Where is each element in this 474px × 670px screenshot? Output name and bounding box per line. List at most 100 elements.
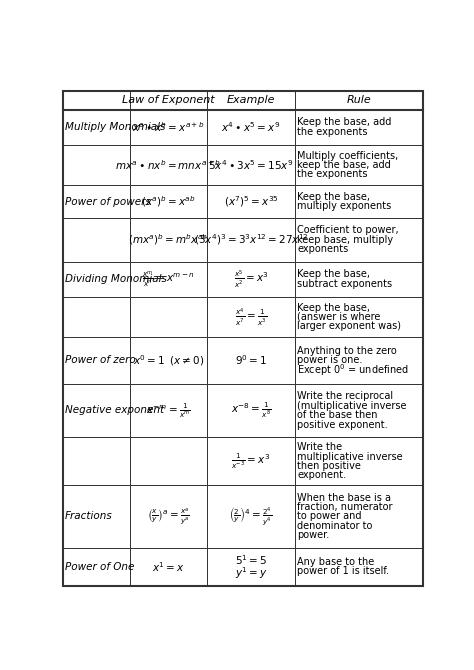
Text: $(mx^a)^b = m^bx^{ab}$: $(mx^a)^b = m^bx^{ab}$ [128,232,208,247]
Bar [63,145,129,186]
Bar [63,109,129,145]
Text: the exponents: the exponents [297,127,368,137]
Bar [207,438,295,485]
Text: $\left(\frac{2}{y}\right)^4 = \frac{2^4}{y^4}$: $\left(\frac{2}{y}\right)^4 = \frac{2^4}… [229,506,273,527]
Text: Law of Exponent: Law of Exponent [122,95,215,105]
Bar [129,109,207,145]
Text: power of 1 is itself.: power of 1 is itself. [297,566,389,576]
Bar [295,547,423,586]
Text: (answer is where: (answer is where [297,312,381,322]
Text: larger exponent was): larger exponent was) [297,322,401,332]
Bar [63,485,129,547]
Bar [295,438,423,485]
Text: Power of zero: Power of zero [65,356,136,365]
Bar [207,547,295,586]
Text: $\left(\frac{x}{y}\right)^a = \frac{x^a}{y^a}$: $\left(\frac{x}{y}\right)^a = \frac{x^a}… [147,507,190,527]
Bar [129,485,207,547]
Bar [129,384,207,438]
Bar [295,90,423,109]
Bar [295,186,423,218]
Text: Power of One: Power of One [65,561,134,572]
Bar [129,145,207,186]
Text: multiply exponents: multiply exponents [297,202,392,211]
Text: power.: power. [297,530,329,540]
Text: $\frac{x^5}{x^2} = x^3$: $\frac{x^5}{x^2} = x^3$ [234,269,269,289]
Bar [63,297,129,337]
Text: exponents: exponents [297,244,348,254]
Text: Dividing Monomials: Dividing Monomials [65,274,167,284]
Text: Power of powers: Power of powers [65,197,151,206]
Text: $\frac{x^4}{x^7} = \frac{1}{x^3}$: $\frac{x^4}{x^7} = \frac{1}{x^3}$ [235,306,267,328]
Bar [129,547,207,586]
Bar [63,261,129,297]
Text: of the base then: of the base then [297,410,378,420]
Text: (multiplicative inverse: (multiplicative inverse [297,401,407,411]
Text: to power and: to power and [297,511,362,521]
Text: fraction, numerator: fraction, numerator [297,502,393,512]
Text: $(x^7)^5 = x^{35}$: $(x^7)^5 = x^{35}$ [224,194,278,209]
Text: $5^1 = 5$: $5^1 = 5$ [235,553,267,567]
Text: Coefficient to power,: Coefficient to power, [297,225,399,235]
Bar [129,186,207,218]
Text: Rule: Rule [346,95,372,105]
Text: power is one.: power is one. [297,356,363,365]
Text: $\frac{1}{x^{-3}} = x^3$: $\frac{1}{x^{-3}} = x^3$ [231,452,271,471]
Text: $mx^a \bullet nx^b = mnx^{a+b}$: $mx^a \bullet nx^b = mnx^{a+b}$ [115,158,221,172]
Text: When the base is a: When the base is a [297,492,392,502]
Bar [207,485,295,547]
Text: then positive: then positive [297,461,361,471]
Text: Negative exponent: Negative exponent [65,405,164,415]
Text: $\frac{x^m}{x^n} = x^{m-n}$: $\frac{x^m}{x^n} = x^{m-n}$ [142,269,195,289]
Bar [129,337,207,384]
Text: positive exponent.: positive exponent. [297,419,388,429]
Text: $x^4 \bullet x^5 = x^9$: $x^4 \bullet x^5 = x^9$ [221,120,281,134]
Bar [129,297,207,337]
Bar [63,90,129,109]
Text: Fractions: Fractions [65,511,112,521]
Text: Keep the base, add: Keep the base, add [297,117,392,127]
Bar [295,109,423,145]
Bar [207,109,295,145]
Text: Example: Example [227,95,275,105]
Bar [295,337,423,384]
Text: keep base, multiply: keep base, multiply [297,234,393,245]
Text: subtract exponents: subtract exponents [297,279,392,289]
Bar [295,384,423,438]
Text: Keep the base,: Keep the base, [297,303,370,313]
Text: $x^{-m} = \frac{1}{x^m}$: $x^{-m} = \frac{1}{x^m}$ [146,401,191,420]
Text: denominator to: denominator to [297,521,373,531]
Text: $y^1 = y$: $y^1 = y$ [235,565,267,581]
Bar [129,438,207,485]
Bar [295,297,423,337]
Bar [295,261,423,297]
Text: Keep the base,: Keep the base, [297,269,370,279]
Text: Any base to the: Any base to the [297,557,374,567]
Text: $(x^a)^b = x^{ab}$: $(x^a)^b = x^{ab}$ [141,194,195,209]
Text: Write the: Write the [297,442,342,452]
Bar [207,261,295,297]
Text: $x^0 = 1 \;\; (x\neq0)$: $x^0 = 1 \;\; (x\neq0)$ [133,353,204,368]
Bar [207,218,295,261]
Text: Keep the base,: Keep the base, [297,192,370,202]
Text: Except $0^0$ = undefined: Except $0^0$ = undefined [297,362,409,378]
Bar [295,218,423,261]
Bar [129,218,207,261]
Text: Write the reciprocal: Write the reciprocal [297,391,393,401]
Text: the exponents: the exponents [297,170,368,180]
Bar [295,145,423,186]
Text: $x^{-8} = \frac{1}{x^8}$: $x^{-8} = \frac{1}{x^8}$ [231,401,272,420]
Text: $x^1 = x$: $x^1 = x$ [152,560,184,574]
Text: keep the base, add: keep the base, add [297,160,391,170]
Bar [63,438,129,485]
Bar [295,485,423,547]
Text: $(3x^4)^3 = 3^3x^{12} = 27x^{12}$: $(3x^4)^3 = 3^3x^{12} = 27x^{12}$ [193,232,309,247]
Bar [129,90,207,109]
Bar [207,145,295,186]
Bar [129,261,207,297]
Bar [207,384,295,438]
Text: exponent.: exponent. [297,470,346,480]
Bar [63,547,129,586]
Bar [63,337,129,384]
Text: Multiply coefficients,: Multiply coefficients, [297,151,399,161]
Text: multiplicative inverse: multiplicative inverse [297,452,403,462]
